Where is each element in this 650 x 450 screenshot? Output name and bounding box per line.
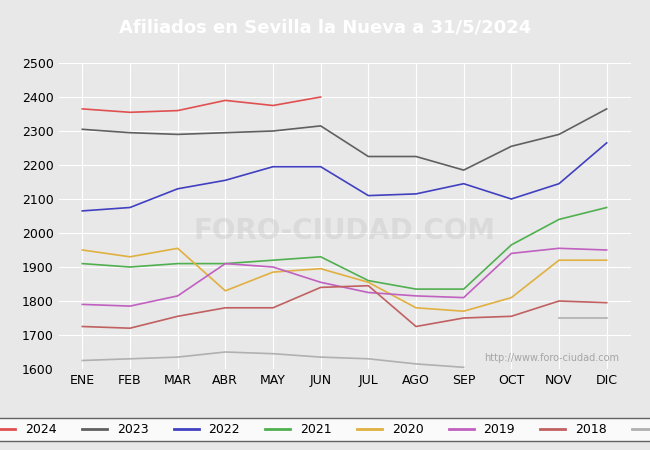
Text: FORO-CIUDAD.COM: FORO-CIUDAD.COM — [194, 217, 495, 245]
Legend: 2024, 2023, 2022, 2021, 2020, 2019, 2018, 2017: 2024, 2023, 2022, 2021, 2020, 2019, 2018… — [0, 418, 650, 441]
Text: Afiliados en Sevilla la Nueva a 31/5/2024: Afiliados en Sevilla la Nueva a 31/5/202… — [119, 18, 531, 36]
Text: http://www.foro-ciudad.com: http://www.foro-ciudad.com — [484, 353, 619, 363]
